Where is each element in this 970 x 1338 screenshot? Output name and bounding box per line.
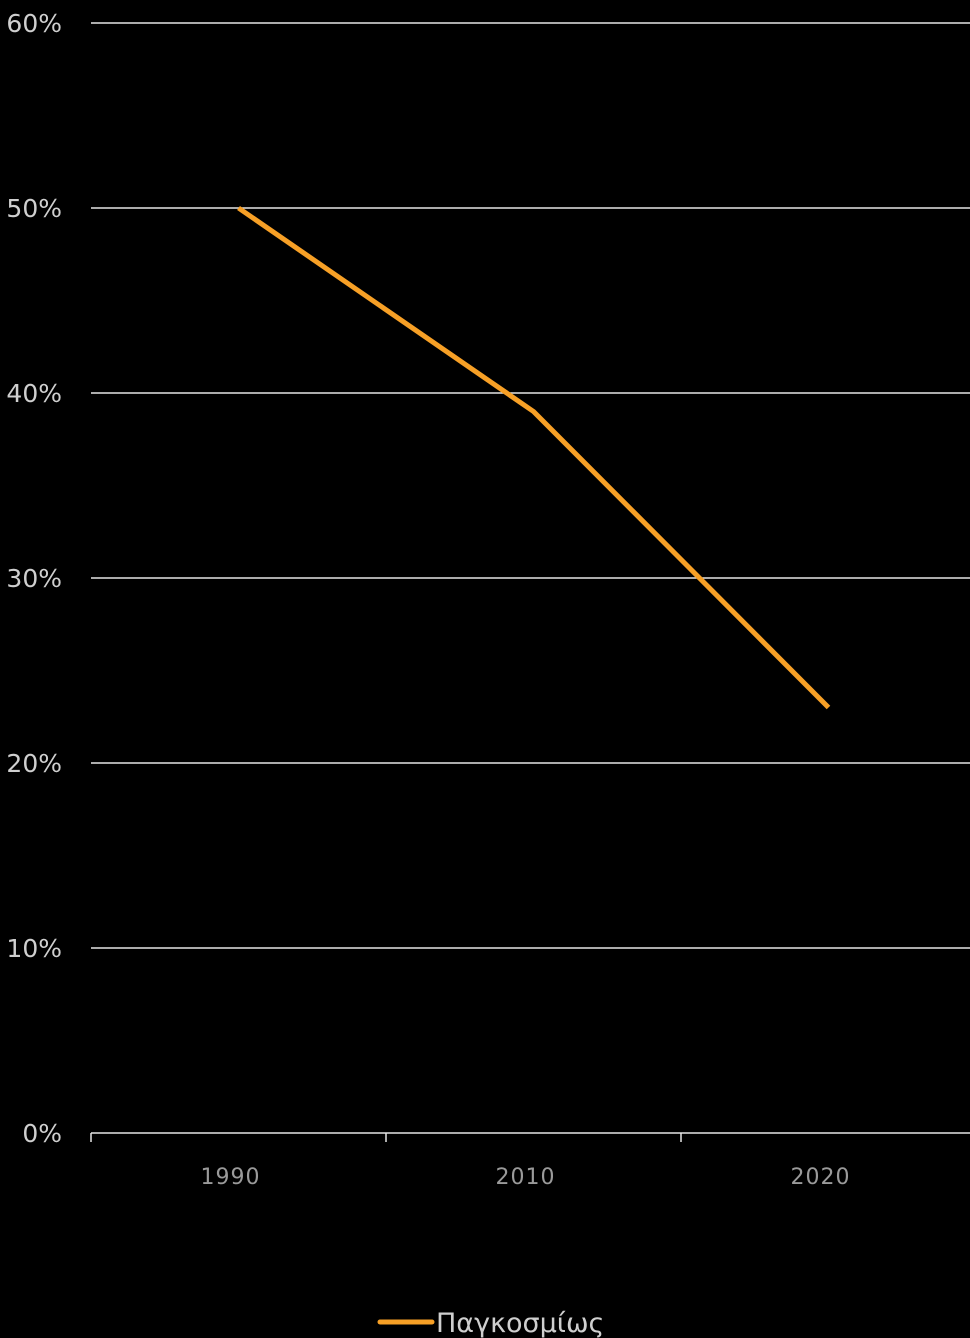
legend: Παγκοσμίως (377, 1308, 604, 1338)
legend-label-global: Παγκοσμίως (436, 1308, 604, 1338)
gridlines (91, 22, 970, 949)
y-tick-label: 0% (22, 1119, 62, 1148)
y-tick-label: 60% (6, 9, 62, 38)
series-lines (237, 205, 831, 710)
x-tick-label: 1990 (201, 1165, 261, 1190)
y-tick-label: 10% (6, 934, 62, 963)
y-axis-labels: 0% 10% 20% 30% 40% 50% 60% (6, 9, 62, 1148)
x-tick-label: 2010 (496, 1165, 556, 1190)
y-tick-label: 50% (6, 194, 62, 223)
x-tick-label: 2020 (791, 1165, 851, 1190)
y-tick-label: 30% (6, 564, 62, 593)
y-tick-label: 20% (6, 749, 62, 778)
x-axis: 1990 2010 2020 (90, 1132, 970, 1190)
y-tick-label: 40% (6, 379, 62, 408)
series-line-0 (237, 205, 831, 710)
